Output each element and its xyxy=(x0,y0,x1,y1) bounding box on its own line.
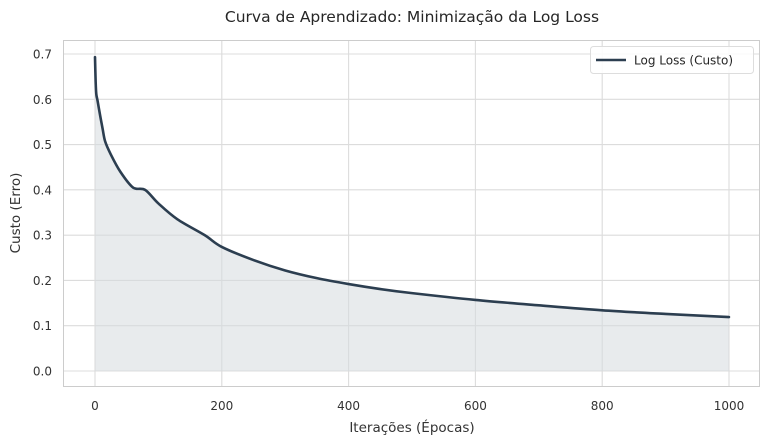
y-axis-ticks: 0.0 0.1 0.2 0.3 0.4 0.5 0.6 0.7 xyxy=(33,48,52,379)
chart-title: Curva de Aprendizado: Minimização da Log… xyxy=(225,8,599,26)
area-fill-path xyxy=(95,57,729,372)
y-tick-label: 0.6 xyxy=(33,93,52,107)
x-tick-label: 400 xyxy=(337,399,360,413)
legend-box xyxy=(590,46,754,74)
y-tick-label: 0.3 xyxy=(33,229,52,243)
x-tick-label: 0 xyxy=(91,399,99,413)
y-tick-label: 0.4 xyxy=(33,183,52,197)
y-tick-label: 0.1 xyxy=(33,319,52,333)
loss-line xyxy=(93,55,731,319)
y-tick-label: 0.7 xyxy=(33,48,52,62)
y-axis-label: Custo (Erro) xyxy=(8,173,24,254)
x-tick-label: 800 xyxy=(591,399,614,413)
x-axis-label: Iterações (Épocas) xyxy=(349,419,474,436)
loss-line-path xyxy=(93,55,731,319)
legend: Log Loss (Custo) xyxy=(590,46,754,74)
loss-area-fill xyxy=(95,57,729,372)
y-tick-label: 0.0 xyxy=(33,365,52,379)
y-tick-label: 0.5 xyxy=(33,138,52,152)
x-tick-label: 1000 xyxy=(714,399,745,413)
y-tick-label: 0.2 xyxy=(33,274,52,288)
x-tick-label: 600 xyxy=(464,399,487,413)
x-axis-ticks: 0 200 400 600 800 1000 xyxy=(91,399,744,413)
legend-label: Log Loss (Custo) xyxy=(634,54,733,68)
x-tick-label: 200 xyxy=(210,399,233,413)
